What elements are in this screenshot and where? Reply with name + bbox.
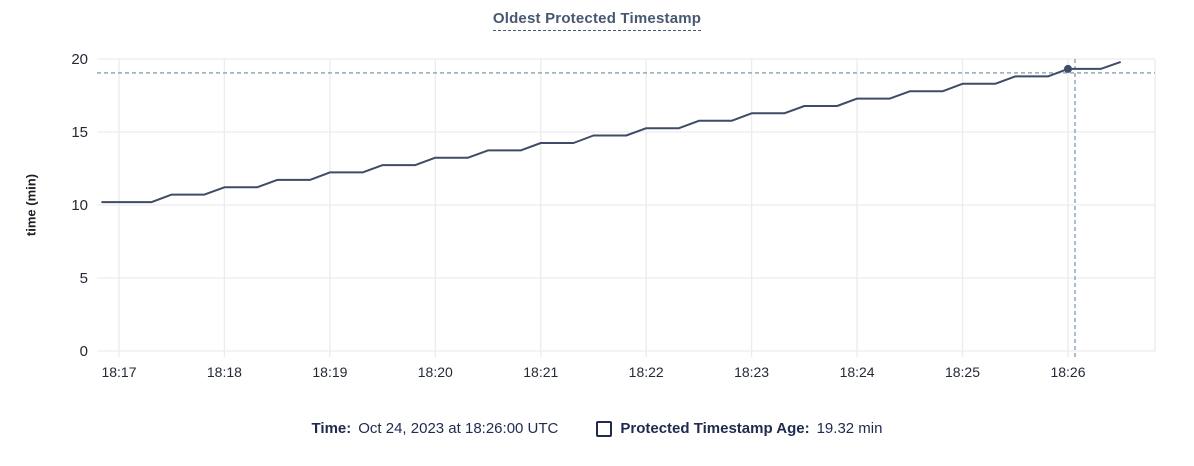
legend-series: Protected Timestamp Age: 19.32 min — [596, 420, 882, 437]
x-tick-label: 18:23 — [734, 364, 769, 380]
legend-series-checkbox-icon[interactable] — [596, 420, 613, 437]
chart-title[interactable]: Oldest Protected Timestamp — [492, 10, 702, 31]
y-tick-label: 15 — [71, 124, 88, 141]
hover-point-dot — [1064, 64, 1072, 73]
chart-header: Oldest Protected Timestamp — [0, 10, 1194, 31]
chart-container: 0 5 10 15 20 18:17 18:18 18:19 18:20 18:21 18:22 18… — [0, 40, 1194, 395]
chart-plot-area[interactable]: 0 5 10 15 20 18:17 18:18 18:19 18:20 18:21 18:22 18… — [0, 40, 1194, 395]
x-tick-label: 18:20 — [418, 364, 453, 380]
x-tick-label: 18:25 — [945, 364, 980, 380]
y-axis-label: time (min) — [23, 173, 39, 237]
chart-legend: Time: Oct 24, 2023 at 18:26:00 UTC Prote… — [0, 420, 1194, 437]
y-tick-label: 5 — [80, 270, 88, 287]
x-tick-label: 18:22 — [629, 364, 664, 380]
x-tick-label: 18:24 — [840, 364, 875, 380]
y-tick-label: 10 — [71, 197, 88, 214]
y-tick-label: 20 — [71, 51, 88, 68]
legend-series-value: 19.32 min — [816, 420, 883, 437]
x-tick-label: 18:18 — [207, 364, 242, 380]
x-tick-label: 18:19 — [312, 364, 347, 380]
legend-time-value: Oct 24, 2023 at 18:26:00 UTC — [358, 420, 559, 437]
x-tick-label: 18:21 — [523, 364, 558, 380]
legend-series-label: Protected Timestamp Age: — [620, 420, 810, 437]
x-tick-label: 18:17 — [101, 364, 136, 380]
series-line — [101, 60, 1122, 204]
y-tick-label: 0 — [80, 343, 88, 360]
x-tick-label: 18:26 — [1050, 364, 1085, 380]
legend-time: Time: Oct 24, 2023 at 18:26:00 UTC — [312, 420, 559, 437]
legend-time-label: Time: — [311, 420, 352, 437]
